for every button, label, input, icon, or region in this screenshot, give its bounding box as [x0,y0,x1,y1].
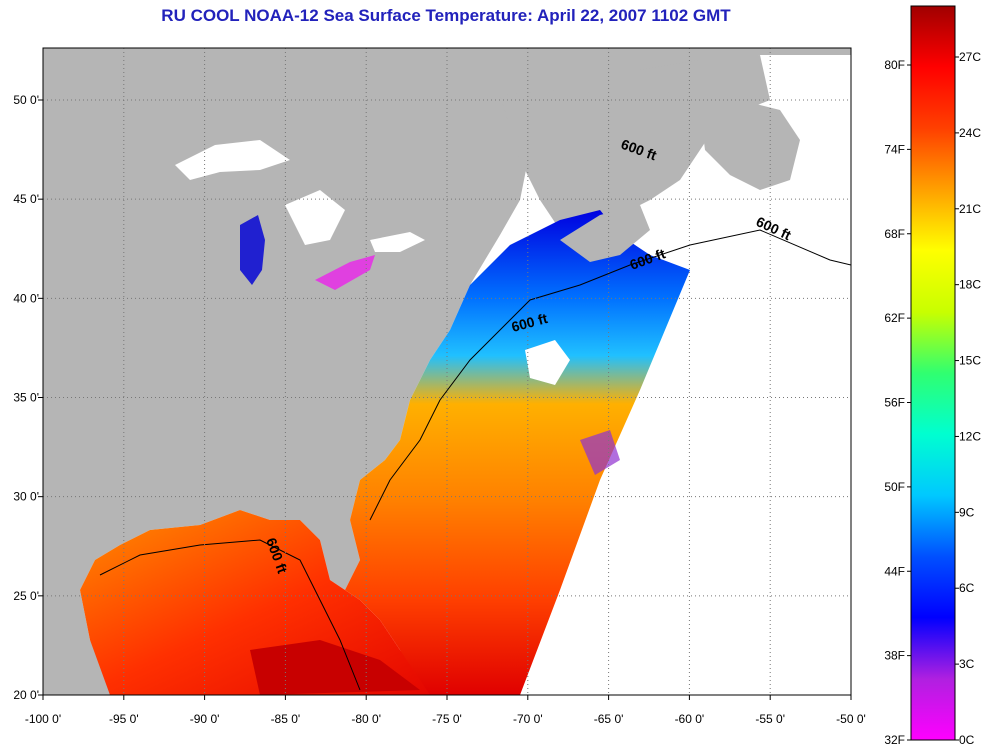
lat-label: 25 0' [13,589,39,603]
lon-label: -65 0' [594,712,624,726]
fahrenheit-label: 38F [884,649,905,663]
isobath-600ft-gulf [99,539,361,691]
caribbean-sst [250,640,420,695]
fahrenheit-label: 50F [884,480,905,494]
atlantic-sst-swath [345,210,690,695]
lat-label: 45 0' [13,192,39,206]
celsius-label: 18C [959,278,981,292]
lon-label: -85 0' [271,712,301,726]
celsius-label: 6C [959,581,975,595]
graticule [43,48,851,695]
cloud-patch-2 [580,430,620,475]
latitude-axis: 50 0' 45 0' 40 0' 35 0' 30 0' 25 0' 20 0' [13,93,43,702]
lake-huron [285,190,345,245]
colorbar-gradient [910,5,956,741]
fahrenheit-label: 62F [884,311,905,325]
lake-ontario [370,232,425,252]
celsius-label: 21C [959,202,981,216]
lon-label: -80 0' [351,712,381,726]
fahrenheit-label: 44F [884,564,905,578]
longitude-axis: -100 0' -95 0' -90 0' -85 0' -80 0' -75 0' -70… [25,695,866,726]
newfoundland [700,100,800,190]
fahrenheit-label: 80F [884,58,905,72]
celsius-label: 9C [959,505,975,519]
colorbar-fahrenheit-labels: 80F 74F 68F 62F 56F 50F 44F 38F 32F [884,58,911,747]
nova-scotia-land [560,205,650,262]
celsius-label: 15C [959,354,981,368]
lat-label: 40 0' [13,291,39,305]
isobath-600ft-atlantic [369,229,851,521]
fahrenheit-label: 74F [884,142,905,156]
celsius-label: 0C [959,733,975,747]
map-title: RU COOL NOAA-12 Sea Surface Temperature:… [161,6,731,25]
lon-label: -50 0' [836,712,866,726]
fahrenheit-label: 68F [884,227,905,241]
lat-label: 35 0' [13,391,39,405]
fahrenheit-label: 32F [884,733,905,747]
lon-label: -100 0' [25,712,61,726]
lon-label: -90 0' [190,712,220,726]
fahrenheit-label: 56F [884,396,905,410]
lon-label: -75 0' [432,712,462,726]
cloud-patch [525,340,570,385]
land-area [43,48,851,695]
lon-label: -60 0' [675,712,705,726]
lake-erie [315,255,375,290]
lat-label: 30 0' [13,490,39,504]
celsius-label: 27C [959,50,981,64]
lon-label: -95 0' [109,712,139,726]
gulf-sst [80,510,480,695]
lake-superior [175,140,290,180]
lat-label: 20 0' [13,688,39,702]
lake-michigan [240,215,265,285]
land-area-east [500,55,770,245]
lon-label: -55 0' [755,712,785,726]
lon-label: -70 0' [513,712,543,726]
lat-label: 50 0' [13,93,39,107]
celsius-label: 12C [959,429,981,443]
celsius-label: 24C [959,126,981,140]
celsius-label: 3C [959,657,975,671]
colorbar-celsius-labels: 27C 24C 21C 18C 15C 12C 9C 6C 3C 0C [955,50,981,747]
